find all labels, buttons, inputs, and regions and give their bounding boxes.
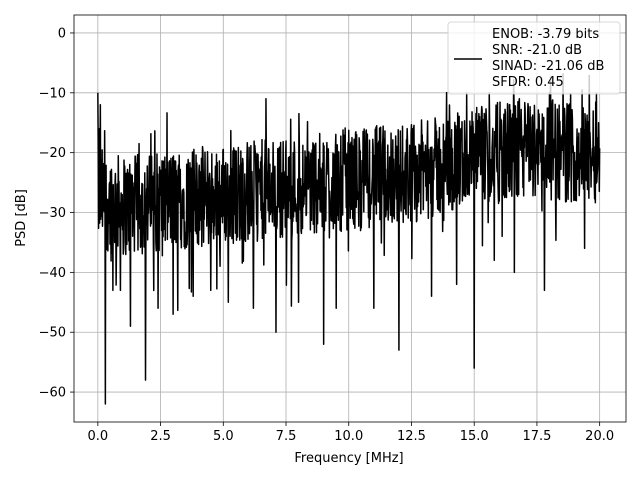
axes: 0.0 2.5 5.0 7.5 10.0 12.5 15.0 17.5 20.0 0 −10 −20 −… xyxy=(39,14,627,444)
y-tick-label: −50 xyxy=(39,326,66,341)
x-tick-label: 7.5 xyxy=(276,429,297,444)
legend-entry: SINAD: -21.06 dB xyxy=(492,59,604,74)
x-axis-label: Frequency [MHz] xyxy=(294,451,403,466)
plot-area xyxy=(97,73,601,405)
y-tick-label: 0 xyxy=(58,26,66,41)
legend-entry: ENOB: -3.79 bits xyxy=(492,27,599,42)
y-tick-label: −30 xyxy=(39,206,66,221)
x-tick-label: 5.0 xyxy=(213,429,234,444)
y-tick-label: −60 xyxy=(39,386,66,401)
legend-box xyxy=(447,21,621,95)
y-tick-label: −40 xyxy=(39,266,66,281)
axes-frame xyxy=(73,14,627,423)
legend-entry: SNR: -21.0 dB xyxy=(492,43,582,58)
x-tick-label: 20.0 xyxy=(585,429,614,444)
psd-series-line xyxy=(97,73,601,405)
x-tick-label: 10.0 xyxy=(334,429,363,444)
y-tick-label: −10 xyxy=(39,86,66,101)
x-tick-label: 12.5 xyxy=(397,429,426,444)
y-tick-label: −20 xyxy=(39,146,66,161)
legend-entry: SFDR: 0.45 xyxy=(492,75,564,90)
x-tick-label: 17.5 xyxy=(522,429,551,444)
x-tick-label: 0.0 xyxy=(87,429,108,444)
x-tick-label: 15.0 xyxy=(460,429,489,444)
x-tick-label: 2.5 xyxy=(150,429,171,444)
y-axis-label: PSD [dB] xyxy=(14,189,29,247)
